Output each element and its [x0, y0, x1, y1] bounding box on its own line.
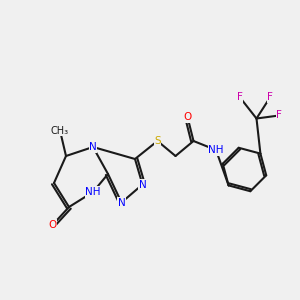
- Text: N: N: [139, 179, 146, 190]
- Text: O: O: [183, 112, 192, 122]
- Text: NH: NH: [85, 187, 101, 197]
- Text: NH: NH: [208, 145, 224, 155]
- Text: S: S: [154, 136, 161, 146]
- Text: F: F: [267, 92, 273, 103]
- Text: O: O: [48, 220, 57, 230]
- Text: N: N: [118, 197, 125, 208]
- Text: F: F: [237, 92, 243, 103]
- Text: CH₃: CH₃: [51, 125, 69, 136]
- Text: F: F: [276, 110, 282, 121]
- Text: N: N: [89, 142, 97, 152]
